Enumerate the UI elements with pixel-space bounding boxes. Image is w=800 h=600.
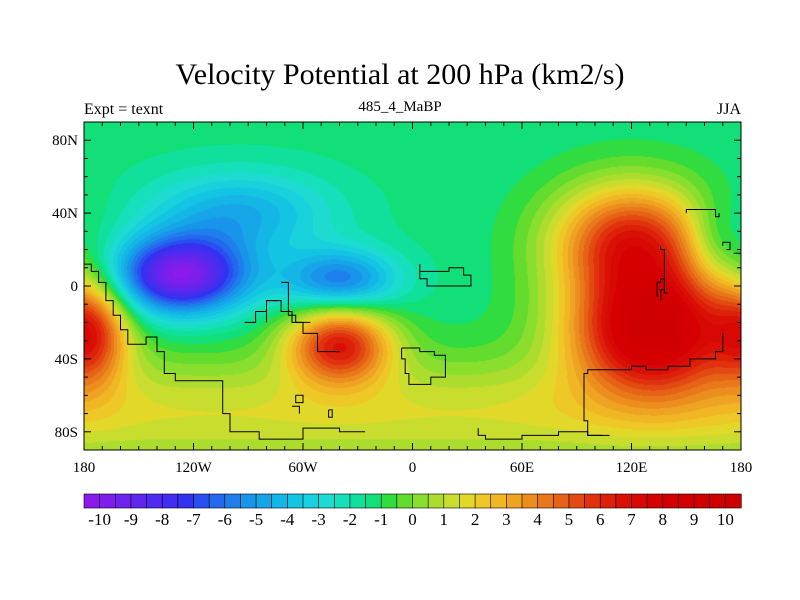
colorbar-swatch	[287, 493, 304, 509]
colorbar-swatch	[349, 493, 367, 509]
colorbar-label: 1	[440, 510, 449, 529]
colorbar-swatch	[146, 493, 163, 509]
africa-coastline	[419, 264, 472, 287]
colorbar-swatch	[662, 493, 680, 509]
southern-africa-coastline	[401, 347, 446, 385]
velocity-potential-field	[84, 122, 741, 450]
colorbar-swatch	[83, 493, 101, 509]
colorbar-label: -1	[374, 510, 388, 529]
americas-coastline	[84, 263, 366, 440]
colorbar-swatch	[631, 493, 648, 509]
x-tick-label: 180	[73, 460, 96, 476]
coastline-outlines	[84, 209, 741, 440]
colorbar-swatch	[380, 493, 398, 509]
colorbar-label: 2	[471, 510, 480, 529]
colorbar-label: -10	[88, 510, 111, 529]
experiment-label: Expt = texnt	[84, 101, 164, 118]
colorbar-swatch	[568, 493, 586, 509]
australia-coastline	[583, 333, 724, 436]
colorbar-swatch	[208, 493, 226, 509]
colorbar-swatch	[412, 493, 429, 509]
asia-coastline	[660, 245, 668, 294]
colorbar-label: 7	[627, 510, 636, 529]
colorbar-swatch	[584, 493, 601, 509]
colorbar-swatch	[396, 493, 414, 509]
colorbar-swatch	[130, 493, 148, 509]
colorbar-label: 9	[690, 510, 699, 529]
colorbar-swatch	[615, 493, 633, 509]
colorbar-label: -5	[249, 510, 263, 529]
colorbar-label: -8	[155, 510, 169, 529]
y-tick-label: 40S	[55, 352, 78, 368]
colorbar-label: 10	[717, 510, 734, 529]
colorbar-swatch	[240, 493, 257, 509]
x-tick-label: 60E	[510, 460, 534, 476]
y-tick-label: 40N	[52, 206, 78, 222]
andes-coastline	[266, 300, 278, 323]
colorbar-swatch	[271, 493, 288, 509]
colorbar-label: -2	[343, 510, 357, 529]
colorbar-swatch	[318, 493, 335, 509]
chart-title: Velocity Potential at 200 hPa (km2/s)	[175, 58, 625, 91]
colorbar-swatch	[365, 493, 382, 509]
case-label: 485_4_MaBP	[358, 99, 442, 115]
colorbar-swatch	[427, 493, 445, 509]
colorbar-swatch	[725, 493, 742, 509]
colorbar-label: 4	[533, 510, 542, 529]
colorbar-swatch	[333, 493, 351, 509]
x-tick-label: 0	[409, 460, 417, 476]
x-tick-label: 120W	[175, 460, 213, 476]
colorbar-label: 0	[408, 510, 417, 529]
south-america-east-coastline	[244, 300, 340, 353]
falklands-coastline	[295, 394, 304, 404]
colorbar-swatch	[459, 493, 476, 509]
indian-subcontinent-coastline	[656, 278, 665, 301]
y-tick-label: 80N	[52, 133, 78, 149]
colorbar-label: 8	[659, 510, 668, 529]
season-label: JJA	[716, 101, 741, 118]
colorbar-swatch	[302, 493, 320, 509]
x-tick-label: 60W	[288, 460, 318, 476]
colorbar-swatch	[474, 493, 492, 509]
south-america-north-coastline	[281, 281, 311, 323]
colorbar-label: -6	[218, 510, 232, 529]
east-asia-coastline	[685, 209, 720, 218]
y-tick-label: 80S	[55, 425, 78, 441]
x-tick-label: 120E	[616, 460, 648, 476]
colorbar-swatch	[443, 493, 461, 509]
colorbar: -10 -9 -8 -7 -6 -5 -4 -3 -2 -1 0 1 2 3 4 5 6 7 8 9 10	[83, 493, 742, 529]
colorbar-label: -4	[280, 510, 295, 529]
axis-ticks: 180 120W 60W 0 60E 120E 180 80N 40N 0 40S 80S	[52, 121, 753, 476]
colorbar-swatch	[521, 493, 539, 509]
colorbar-swatch	[506, 493, 523, 509]
colorbar-swatch	[537, 493, 554, 509]
colorbar-label: 3	[502, 510, 511, 529]
new-zealand-coastline	[292, 405, 300, 414]
colorbar-swatch	[193, 493, 210, 509]
japan-coastline	[722, 241, 731, 251]
colorbar-swatch	[177, 493, 195, 509]
colorbar-swatch	[693, 493, 711, 509]
colorbar-swatch	[552, 493, 570, 509]
y-tick-label: 0	[71, 279, 79, 295]
colorbar-swatch	[490, 493, 507, 509]
colorbar-swatch	[99, 493, 116, 509]
colorbar-label: 5	[565, 510, 574, 529]
colorbar-label: -7	[186, 510, 201, 529]
colorbar-swatch	[599, 493, 617, 509]
x-tick-label: 180	[730, 460, 753, 476]
colorbar-swatch	[224, 493, 242, 509]
colorbar-label: 6	[596, 510, 605, 529]
colorbar-swatch	[709, 493, 726, 509]
colorbar-label: -9	[124, 510, 138, 529]
south-georgia-coastline	[328, 409, 333, 418]
colorbar-swatch	[678, 493, 695, 509]
colorbar-swatch	[161, 493, 179, 509]
colorbar-label: -3	[312, 510, 326, 529]
colorbar-swatch	[114, 493, 132, 509]
colorbar-swatch	[255, 493, 273, 509]
colorbar-swatch	[646, 493, 664, 509]
